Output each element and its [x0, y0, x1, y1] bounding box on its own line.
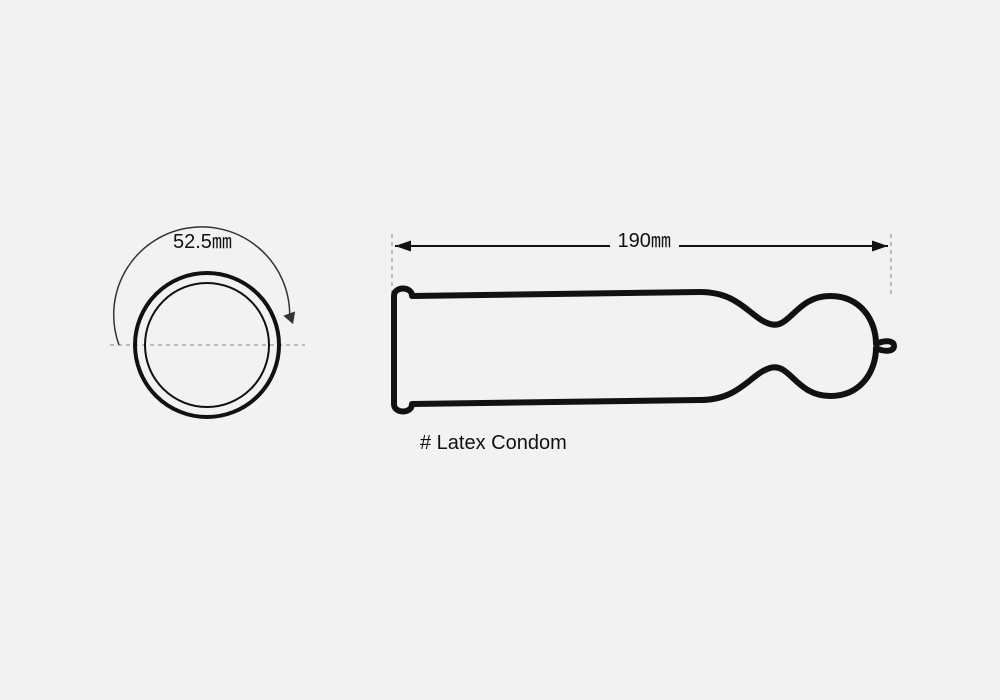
length-label: 190㎜: [610, 224, 679, 253]
diagram-svg: [0, 0, 1000, 700]
ring-width-label: 52.5㎜: [173, 225, 232, 254]
diagram-canvas: 52.5㎜ 190㎜ # Latex Condom: [0, 0, 1000, 700]
caption: # Latex Condom: [420, 432, 567, 455]
background: [0, 0, 1000, 700]
